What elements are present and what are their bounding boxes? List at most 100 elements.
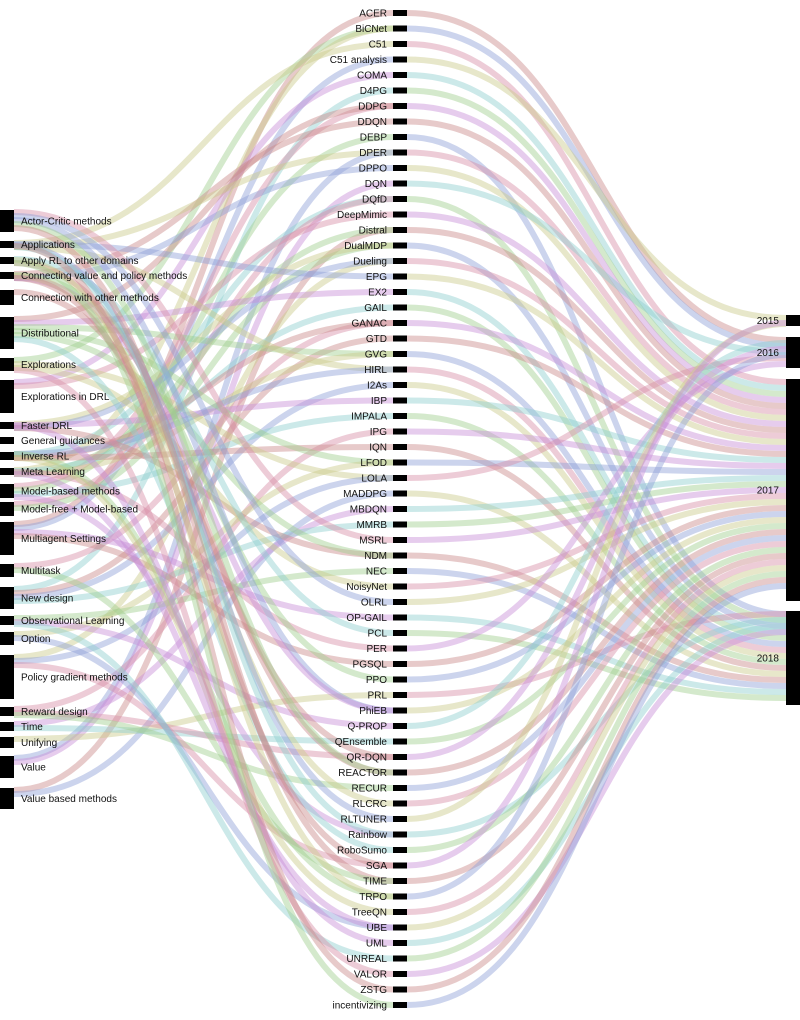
- method-node-ppo[interactable]: [393, 676, 407, 683]
- method-node-sga[interactable]: [393, 862, 407, 869]
- topic-node-inverse-rl[interactable]: [0, 452, 14, 460]
- method-node-valor[interactable]: [393, 971, 407, 977]
- method-node-deepmimic[interactable]: [393, 211, 407, 218]
- topic-node-option[interactable]: [0, 632, 14, 645]
- topic-node-new-design[interactable]: [0, 587, 14, 609]
- topic-node-model-based-methods[interactable]: [0, 484, 14, 498]
- year-node-2015[interactable]: [786, 315, 800, 326]
- method-node-zstg[interactable]: [393, 986, 407, 993]
- topic-label-general-guidances: General guidances: [21, 436, 105, 447]
- method-node-rainbow[interactable]: [393, 831, 407, 838]
- topic-label-value-based-methods: Value based methods: [21, 794, 117, 805]
- topic-node-unifying[interactable]: [0, 737, 14, 748]
- method-node-qensemble[interactable]: [393, 738, 407, 745]
- method-node-mbdqn[interactable]: [393, 506, 407, 512]
- topic-node-value-based-methods[interactable]: [0, 788, 14, 809]
- topic-node-explorations[interactable]: [0, 358, 14, 371]
- method-node-robosumo[interactable]: [393, 847, 407, 853]
- topic-node-time[interactable]: [0, 722, 14, 731]
- method-node-c51-analysis[interactable]: [393, 56, 407, 63]
- method-node-lola[interactable]: [393, 475, 407, 481]
- method-node-reactor[interactable]: [393, 769, 407, 776]
- method-node-ddpg[interactable]: [393, 103, 407, 109]
- method-node-time[interactable]: [393, 878, 407, 884]
- topic-node-observational-learning[interactable]: [0, 616, 14, 625]
- method-node-gvg[interactable]: [393, 351, 407, 357]
- method-node-treeqn[interactable]: [393, 909, 407, 915]
- method-node-impala[interactable]: [393, 413, 407, 419]
- method-node-uml[interactable]: [393, 940, 407, 946]
- topic-node-multitask[interactable]: [0, 564, 14, 577]
- method-node-phieb[interactable]: [393, 707, 407, 714]
- topic-node-actor-critic-methods[interactable]: [0, 210, 14, 232]
- topic-node-model-free-model-based[interactable]: [0, 502, 14, 516]
- method-node-qr-dqn[interactable]: [393, 754, 407, 760]
- topic-node-multiagent-settings[interactable]: [0, 522, 14, 555]
- link-method-year: [406, 552, 787, 683]
- method-node-pgsql[interactable]: [393, 661, 407, 667]
- method-node-prl[interactable]: [393, 692, 407, 698]
- topic-node-connecting-value-and-policy-methods[interactable]: [0, 272, 14, 279]
- topic-node-value[interactable]: [0, 756, 14, 778]
- method-node-dueling[interactable]: [393, 258, 407, 264]
- topic-node-reward-design[interactable]: [0, 707, 14, 716]
- method-node-op-gail[interactable]: [393, 614, 407, 621]
- method-node-hirl[interactable]: [393, 366, 407, 373]
- topic-node-policy-gradient-methods[interactable]: [0, 655, 14, 699]
- method-node-rltuner[interactable]: [393, 816, 407, 822]
- topic-node-explorations-in-drl[interactable]: [0, 380, 14, 413]
- method-node-ube[interactable]: [393, 924, 407, 931]
- method-node-dqfd[interactable]: [393, 196, 407, 202]
- method-node-nec[interactable]: [393, 568, 407, 574]
- topic-node-distributional[interactable]: [0, 317, 14, 349]
- method-node-d4pg[interactable]: [393, 87, 407, 94]
- method-node-rlcrc[interactable]: [393, 800, 407, 807]
- method-node-dualmdp[interactable]: [393, 242, 407, 249]
- year-node-2018[interactable]: [786, 611, 800, 705]
- link-method-year: [406, 103, 787, 403]
- year-node-2016[interactable]: [786, 337, 800, 368]
- method-node-gail[interactable]: [393, 304, 407, 311]
- link-topic-method: [13, 475, 394, 664]
- topic-node-connection-with-other-methods[interactable]: [0, 290, 14, 305]
- method-node-ndm[interactable]: [393, 552, 407, 559]
- method-node-unreal[interactable]: [393, 955, 407, 962]
- method-node-acer[interactable]: [393, 10, 407, 16]
- method-node-q-prop[interactable]: [393, 723, 407, 729]
- method-node-ex2[interactable]: [393, 289, 407, 295]
- method-node-noisynet[interactable]: [393, 583, 407, 590]
- method-node-per[interactable]: [393, 645, 407, 652]
- method-node-lfod[interactable]: [393, 459, 407, 466]
- method-node-dper[interactable]: [393, 149, 407, 156]
- method-node-distral[interactable]: [393, 227, 407, 233]
- method-node-ganac[interactable]: [393, 320, 407, 326]
- method-node-ibp[interactable]: [393, 397, 407, 404]
- method-node-mmrb[interactable]: [393, 521, 407, 528]
- method-node-trpo[interactable]: [393, 893, 407, 900]
- method-node-i2as[interactable]: [393, 382, 407, 388]
- method-node-maddpg[interactable]: [393, 490, 407, 497]
- method-node-msrl[interactable]: [393, 537, 407, 543]
- method-node-incentivizing[interactable]: [393, 1002, 407, 1008]
- topic-node-faster-drl[interactable]: [0, 422, 14, 429]
- method-node-c51[interactable]: [393, 41, 407, 47]
- topic-node-apply-rl-to-other-domains[interactable]: [0, 257, 14, 264]
- method-node-iqn[interactable]: [393, 444, 407, 450]
- method-node-gtd[interactable]: [393, 335, 407, 342]
- method-node-dppo[interactable]: [393, 165, 407, 171]
- method-node-recur[interactable]: [393, 785, 407, 791]
- method-node-ipg[interactable]: [393, 428, 407, 435]
- topic-node-applications[interactable]: [0, 241, 14, 248]
- method-node-olrl[interactable]: [393, 599, 407, 605]
- method-node-ddqn[interactable]: [393, 118, 407, 125]
- method-node-pcl[interactable]: [393, 630, 407, 636]
- year-node-2017[interactable]: [786, 379, 800, 601]
- method-node-epg[interactable]: [393, 273, 407, 280]
- topic-node-meta-learning[interactable]: [0, 468, 14, 475]
- method-node-bicnet[interactable]: [393, 25, 407, 32]
- topic-node-general-guidances[interactable]: [0, 437, 14, 444]
- method-node-dqn[interactable]: [393, 180, 407, 187]
- method-node-coma[interactable]: [393, 72, 407, 78]
- method-node-debp[interactable]: [393, 134, 407, 140]
- link-topic-method: [13, 366, 394, 457]
